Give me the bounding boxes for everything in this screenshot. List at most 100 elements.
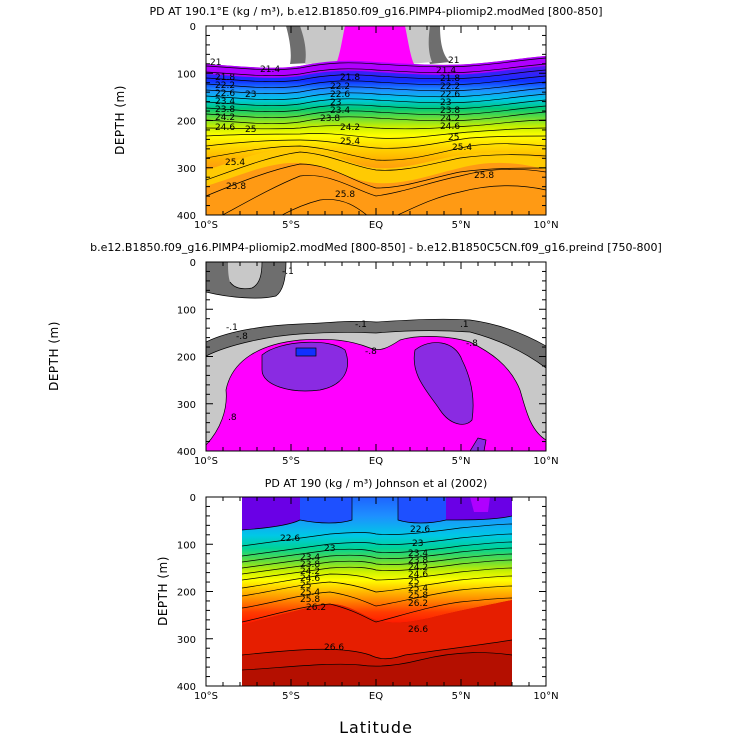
- contour-label: 23: [440, 98, 451, 108]
- contour-label: 23.8: [440, 106, 460, 116]
- contour-label: 23.8: [300, 560, 320, 570]
- panel1-contour-labels: 21 21.4 21.8 22.2 22.6 23 23.4 23.8 24.2…: [210, 56, 494, 200]
- contour-label: 23.4: [408, 549, 428, 559]
- contour-label: 22.6: [215, 89, 235, 99]
- contour-label: 25.8: [335, 190, 355, 200]
- x-tick-label: 10°S: [194, 456, 218, 467]
- contour-label: 22.6: [410, 525, 430, 535]
- contour-label: 23.8: [408, 556, 428, 566]
- panel3-axes: 10°S 5°S EQ 5°N 10°N 0 100 200 300 400: [177, 493, 559, 702]
- contour-label: 21.4: [260, 65, 280, 75]
- contour-label: -.1: [282, 267, 294, 277]
- contour-label: 24.2: [215, 113, 235, 123]
- panel2-ylabel: DEPTH (m): [47, 321, 61, 391]
- contour-label: 26.2: [408, 599, 428, 609]
- contour-label: 21.8: [215, 73, 235, 83]
- x-tick-label: EQ: [369, 691, 383, 702]
- contour-label: 25.8: [408, 591, 428, 601]
- x-axis-label: Latitude: [339, 718, 413, 737]
- panel2-contour-labels: -.1 -.1 -.1 .1 -.8 -.8 -.8 .8 .8: [226, 267, 478, 423]
- x-tick-label: 10°S: [194, 691, 218, 702]
- contour-label: 25.8: [300, 595, 320, 605]
- x-tick-label: 10°N: [533, 220, 558, 231]
- panel3-thermocline-band: [242, 497, 512, 625]
- contour-label: 26.6: [324, 643, 344, 653]
- contour-label: 25.4: [340, 137, 360, 147]
- y-tick-label: 200: [177, 117, 196, 128]
- contour-label: 22.2: [330, 82, 350, 92]
- x-tick-label: 10°N: [533, 456, 558, 467]
- panel3-ylabel: DEPTH (m): [156, 556, 170, 626]
- panel1-title: PD AT 190.1°E (kg / m³), b.e12.B1850.f09…: [149, 5, 602, 18]
- panel1-axes: 10°S 5°S EQ 5°N 10°N 0 100 200 300 400: [177, 22, 559, 231]
- contour-label: 25.4: [408, 584, 428, 594]
- y-tick-label: 300: [177, 164, 196, 175]
- x-tick-label: 5°S: [282, 691, 300, 702]
- x-tick-label: 5°S: [282, 220, 300, 231]
- panel-density-difference: b.e12.B1850.f09_g16.PIMP4-pliomip2.modMe…: [47, 241, 662, 467]
- contour-label: -.1: [355, 320, 367, 330]
- contour-label: 23.4: [215, 97, 235, 107]
- contour-label: 26.6: [408, 625, 428, 635]
- contour-label: 24.2: [340, 123, 360, 133]
- contour-label: 24.2: [440, 114, 460, 124]
- contour-label: 25.4: [452, 143, 472, 153]
- contour-label: 25.4: [225, 158, 245, 168]
- y-tick-label: 100: [177, 305, 196, 316]
- panel2-violet-blob-right: [413, 342, 474, 425]
- contour-label: 21.4: [436, 66, 456, 76]
- contour-label: 23.8: [320, 114, 340, 124]
- contour-label: -.8: [365, 347, 377, 357]
- y-tick-label: 0: [190, 258, 196, 269]
- contour-label: 25.8: [474, 171, 494, 181]
- panel-observed-density: PD AT 190 (kg / m³) Johnson et al (2002): [156, 477, 559, 737]
- contour-label: -.1: [226, 323, 238, 333]
- contour-label: .8: [228, 413, 237, 423]
- contour-label: 25.4: [300, 588, 320, 598]
- contour-label: 24.6: [408, 570, 428, 580]
- y-tick-label: 400: [177, 447, 196, 458]
- contour-label: 25: [245, 125, 256, 135]
- y-tick-label: 200: [177, 353, 196, 364]
- contour-label: 23.4: [330, 106, 350, 116]
- contour-label: 21.8: [440, 74, 460, 84]
- panel1-magenta-cap: [336, 26, 414, 64]
- y-tick-label: 400: [177, 211, 196, 222]
- panel3-title: PD AT 190 (kg / m³) Johnson et al (2002): [265, 477, 488, 490]
- panel2-blue-core: [295, 347, 317, 357]
- y-tick-label: 300: [177, 400, 196, 411]
- contour-label: 24.6: [300, 574, 320, 584]
- x-tick-label: 5°N: [452, 691, 471, 702]
- contour-label: 23: [245, 90, 256, 100]
- contour-label: 22.2: [215, 81, 235, 91]
- x-tick-label: EQ: [369, 220, 383, 231]
- y-tick-label: 100: [177, 69, 196, 80]
- contour-label: 21.8: [340, 73, 360, 83]
- y-tick-label: 400: [177, 682, 196, 693]
- panel1-ylabel: DEPTH (m): [113, 85, 127, 155]
- contour-label: 22.6: [440, 90, 460, 100]
- y-tick-label: 0: [190, 22, 196, 33]
- contour-label: -.8: [236, 332, 248, 342]
- contour-label: -.8: [466, 339, 478, 349]
- contour-label: 24.6: [215, 123, 235, 133]
- contour-label: 23.8: [215, 105, 235, 115]
- contour-label: 23: [412, 539, 423, 549]
- contour-label: 23: [324, 544, 335, 554]
- x-tick-label: EQ: [369, 456, 383, 467]
- contour-label: 26.2: [306, 603, 326, 613]
- contour-label: 25.8: [226, 182, 246, 192]
- x-tick-label: 10°S: [194, 220, 218, 231]
- x-tick-label: 5°S: [282, 456, 300, 467]
- panel2-axes: 10°S 5°S EQ 5°N 10°N 0 100 200 300 400: [177, 258, 559, 467]
- panel2-violet-blob-left: [261, 341, 348, 392]
- contour-label: 22.2: [440, 82, 460, 92]
- y-tick-label: 200: [177, 588, 196, 599]
- y-tick-label: 100: [177, 540, 196, 551]
- y-tick-label: 0: [190, 493, 196, 504]
- panel-model-density: PD AT 190.1°E (kg / m³), b.e12.B1850.f09…: [113, 5, 603, 231]
- contour-label: 21: [210, 58, 221, 68]
- contour-label: 23.4: [300, 553, 320, 563]
- contour-label: 25: [448, 133, 459, 143]
